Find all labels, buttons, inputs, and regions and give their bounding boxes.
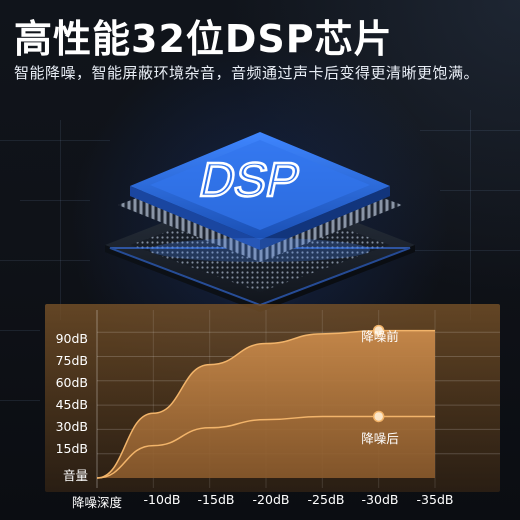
page-subtitle: 智能降噪，智能屏蔽环境杂音，音频通过声卡后变得更清晰更饱满。 [14,64,480,82]
circuit-line [60,120,61,320]
chip-label: DSP [195,153,305,206]
y-tick-label: 60dB [55,375,88,390]
x-tick-label: -30dB [361,492,399,507]
series-before-area [97,330,435,478]
series-markers [372,324,385,423]
y-tick-label: 45dB [55,397,88,412]
x-tick-label: -25dB [307,492,345,507]
y-tick-label: 90dB [55,331,88,346]
y-tick-label: 30dB [55,419,88,434]
circuit-line [420,130,520,131]
y-axis-label: 音量 [62,468,88,483]
series-before-marker [372,324,385,337]
x-tick-label: -35dB [416,492,454,507]
circuit-line [400,250,520,251]
circuit-line [440,190,520,191]
circuit-line [0,330,40,331]
y-tick-label: 15dB [55,441,88,456]
circuit-line [0,400,40,401]
chip-body: DSP [130,132,390,250]
x-tick-label: -15dB [197,492,235,507]
circuit-line [470,110,471,320]
y-tick-label: 75dB [55,353,88,368]
x-tick-label: -10dB [143,492,181,507]
series-label-after: 降噪后 [361,431,399,446]
x-axis-label: 降噪深度 [71,495,123,510]
circuit-line [0,260,90,261]
page-title: 高性能32位DSP芯片 [14,17,393,61]
series-after-marker [372,410,385,423]
x-tick-label: -20dB [252,492,290,507]
circuit-line [20,200,90,201]
series-label-before: 降噪前 [361,329,399,344]
circuit-line [0,140,110,141]
